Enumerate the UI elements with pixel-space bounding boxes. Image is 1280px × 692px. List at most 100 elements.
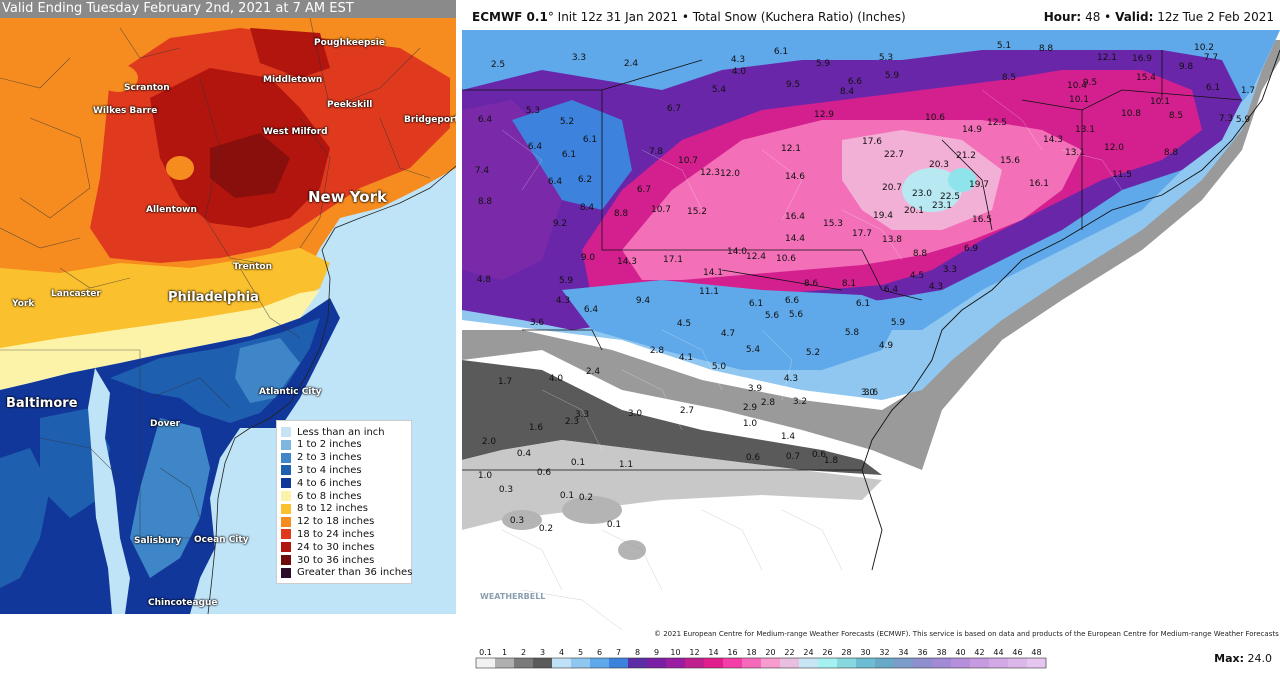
snowfall-value-label: 4.9	[878, 341, 894, 351]
snowfall-value-label: 2.3	[564, 417, 580, 427]
snowfall-value-label: 12.4	[745, 252, 767, 262]
colorbar-tick-label: 12	[689, 648, 699, 657]
snowfall-value-label: 6.1	[773, 47, 789, 57]
snowfall-value-label: 8.8	[613, 209, 629, 219]
snowfall-value-label: 4.0	[548, 374, 564, 384]
snowfall-value-label: 16.9	[1131, 54, 1153, 64]
legend-swatch	[281, 452, 291, 463]
snowfall-value-label: 4.3	[783, 374, 799, 384]
max-value-label: Max: 24.0	[1214, 652, 1272, 665]
snowfall-value-label: 1.8	[823, 456, 839, 466]
snowfall-value-label: 11.5	[1111, 170, 1133, 180]
snowfall-value-label: 6.4	[883, 285, 899, 295]
snowfall-value-label: 1.0	[742, 419, 758, 429]
city-label: Salisbury	[134, 536, 182, 546]
colorbar-tick-label: 44	[993, 648, 1003, 657]
colorbar-segment	[590, 658, 610, 668]
colorbar-segment	[685, 658, 705, 668]
snowfall-value-label: 8.1	[841, 279, 857, 289]
snowfall-value-label: 5.3	[525, 106, 541, 116]
legend-swatch	[281, 529, 291, 540]
snowfall-value-label: 7.8	[648, 147, 664, 157]
city-label: Lancaster	[51, 289, 101, 299]
colorbar-segment	[666, 658, 686, 668]
colorbar-segment	[609, 658, 629, 668]
snowfall-value-label: 9.5	[1082, 78, 1098, 88]
snowfall-value-label: 4.3	[730, 55, 746, 65]
city-label: Trenton	[233, 262, 272, 272]
legend-entry: 30 to 36 inches	[281, 554, 374, 566]
snowfall-value-label: 6.1	[582, 135, 598, 145]
snowfall-value-label: 0.1	[570, 458, 586, 468]
snowfall-value-label: 7.4	[474, 166, 490, 176]
colorbar-tick-label: 30	[860, 648, 870, 657]
snowfall-value-label: 5.8	[844, 328, 860, 338]
hour-value: 48	[1085, 10, 1101, 24]
snowfall-value-label: 5.3	[878, 53, 894, 63]
snowfall-value-label: 0.2	[538, 524, 554, 534]
city-label: West Milford	[263, 127, 328, 137]
snowfall-value-label: 22.5	[939, 192, 961, 202]
snowfall-value-label: 6.1	[1205, 83, 1221, 93]
max-label-text: Max:	[1214, 652, 1244, 665]
legend-entry: 4 to 6 inches	[281, 477, 362, 489]
snowfall-value-label: 4.7	[720, 329, 736, 339]
snowfall-value-label: 6.7	[636, 185, 652, 195]
snowfall-value-label: 5.6	[788, 310, 804, 320]
legend-label: 8 to 12 inches	[297, 503, 368, 515]
snowfall-value-label: 10.1	[1068, 95, 1090, 105]
snowfall-value-label: 2.8	[760, 398, 776, 408]
snowfall-value-label: 14.9	[961, 125, 983, 135]
colorbar-tick-label: 10	[670, 648, 680, 657]
city-label: Dover	[150, 419, 181, 429]
snowfall-value-label: 3.9	[747, 384, 763, 394]
legend-label: 4 to 6 inches	[297, 477, 362, 489]
legend-label: Greater than 36 inches	[297, 567, 413, 579]
snowfall-value-label: 8.4	[839, 87, 855, 97]
city-label: Allentown	[146, 205, 197, 215]
colorbar-segment	[495, 658, 515, 668]
left-map-graphic	[0, 18, 456, 614]
snowfall-value-label: 9.4	[635, 296, 651, 306]
snowfall-value-label: 5.0	[711, 362, 727, 372]
snowfall-model-graphic	[462, 30, 1280, 640]
snowfall-value-label: 3.3	[574, 410, 590, 420]
snowfall-value-label: 10.1	[1149, 97, 1171, 107]
snowfall-value-label: 4.8	[476, 275, 492, 285]
colorbar-tick-label: 32	[879, 648, 889, 657]
snowfall-value-label: 6.1	[855, 299, 871, 309]
legend-label: 3 to 4 inches	[297, 464, 362, 476]
snowfall-value-label: 22.7	[883, 150, 905, 160]
snowfall-value-label: 6.9	[963, 244, 979, 254]
colorbar-border	[475, 657, 1047, 669]
colorbar-tick-label: 9	[654, 648, 659, 657]
hour-label: Hour:	[1043, 10, 1082, 24]
snowfall-value-label: 12.5	[986, 118, 1008, 128]
colorbar-tick-label: 46	[1012, 648, 1022, 657]
colorbar-tick-label: 6	[597, 648, 602, 657]
legend-swatch	[281, 567, 291, 578]
snowfall-value-label: 15.6	[999, 156, 1021, 166]
snowfall-value-label: 16.1	[1028, 179, 1050, 189]
snowfall-value-label: 3.0	[627, 409, 643, 419]
snowfall-value-label: 2.5	[490, 60, 506, 70]
colorbar-segment	[761, 658, 781, 668]
snowfall-value-label: 17.7	[851, 229, 873, 239]
colorbar-segment	[742, 658, 762, 668]
snowfall-value-label: 8.8	[1038, 44, 1054, 54]
colorbar-tick-label: 14	[708, 648, 718, 657]
right-ecmwf-map: ECMWF 0.1° Init 12z 31 Jan 2021 • Total …	[462, 0, 1280, 692]
snowfall-value-label: 0.3	[498, 485, 514, 495]
legend-swatch	[281, 478, 291, 489]
snowfall-value-label: 6.1	[748, 299, 764, 309]
legend-entry: 24 to 30 inches	[281, 541, 374, 553]
colorbar-segment	[780, 658, 800, 668]
legend-swatch	[281, 555, 291, 565]
left-snowfall-map: Valid Ending Tuesday February 2nd, 2021 …	[0, 0, 456, 614]
snowfall-value-label: 5.9	[815, 59, 831, 69]
snowfall-value-label: 1.7	[497, 377, 513, 387]
colorbar: 0.1 1 2 3 4 5 6 7 8 9 10 12 14 16 18 20 22 24 26 28 30 32 34 36…	[475, 648, 1047, 669]
city-label: Scranton	[124, 83, 170, 93]
snowfall-value-label: 10.7	[677, 156, 699, 166]
legend-label: 1 to 2 inches	[297, 439, 362, 451]
